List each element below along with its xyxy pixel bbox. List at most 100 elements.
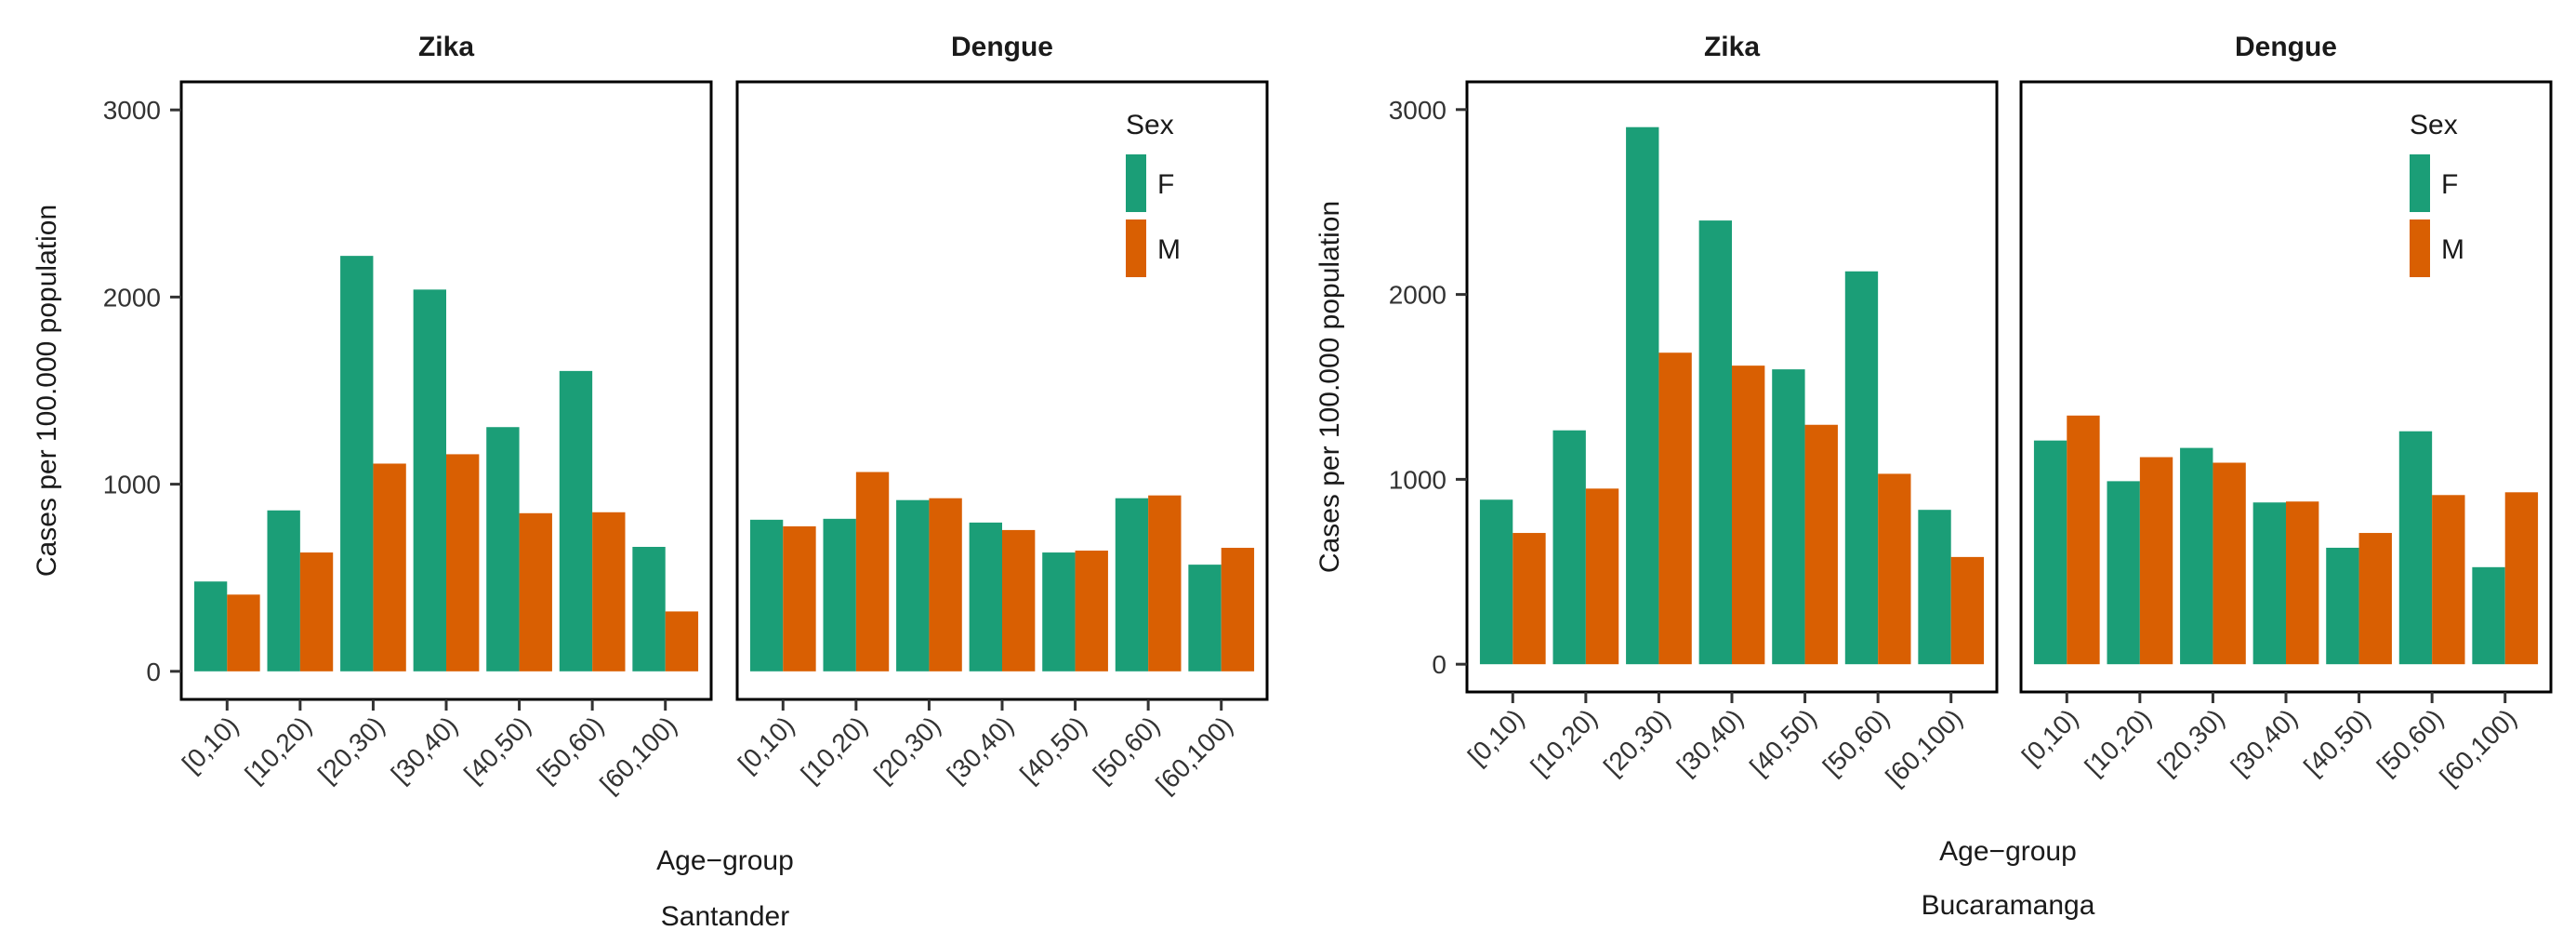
y-tick-label: 3000 xyxy=(103,96,161,125)
legend-label: M xyxy=(1157,234,1181,265)
bar-m xyxy=(1075,551,1108,671)
bar-m xyxy=(2213,462,2246,665)
legend-label: M xyxy=(2441,234,2464,265)
legend-key-f xyxy=(1126,154,1146,212)
bar-m xyxy=(1221,548,1255,671)
y-axis-title: Cases per 100.000 population xyxy=(32,205,62,577)
x-tick-label: [60,100) xyxy=(1150,711,1238,799)
legend-key-m xyxy=(1126,219,1146,277)
bar-m xyxy=(2432,495,2465,665)
bar-f xyxy=(559,370,593,671)
bar-m xyxy=(2067,415,2100,665)
legend-title: Sex xyxy=(2410,110,2458,140)
bar-m xyxy=(373,463,406,671)
region-title: Santander xyxy=(661,901,789,932)
panel-zika: Zika 0 1000 2000 3000 [0,10)[10,20)[20,30)[30… xyxy=(103,32,713,799)
x-tick-label: [20,30) xyxy=(868,711,946,789)
legend: Sex F M xyxy=(1126,110,1181,277)
bar-f xyxy=(1479,499,1513,665)
bar-m xyxy=(1878,473,1911,665)
bar-m xyxy=(783,525,816,671)
y-tick-label: 2000 xyxy=(103,283,161,312)
x-tick-label: [60,100) xyxy=(2434,703,2522,791)
bar-m xyxy=(446,454,480,671)
bar-f xyxy=(2252,502,2286,665)
legend-key-f xyxy=(2410,154,2430,212)
bar-m xyxy=(1148,495,1182,671)
x-tick-label: [10,20) xyxy=(240,711,318,789)
bar-f xyxy=(896,499,930,671)
bar-m xyxy=(519,512,552,671)
bar-f xyxy=(632,547,666,671)
legend-key-m xyxy=(2410,219,2430,277)
y-axis-title: Cases per 100.000 population xyxy=(1314,201,1345,573)
bar-f xyxy=(2472,566,2505,665)
x-tick-label: [0,10) xyxy=(733,711,800,778)
x-tick-label: [10,20) xyxy=(2080,703,2158,781)
bar-m xyxy=(299,552,334,671)
panel-title: Dengue xyxy=(951,32,1053,62)
bar-f xyxy=(267,510,300,671)
bar-f xyxy=(413,289,446,671)
x-tick-label: [10,20) xyxy=(1526,703,1604,781)
y-tick-label: 2000 xyxy=(1389,281,1447,310)
y-tick-label: 1000 xyxy=(103,471,161,499)
legend: Sex F M xyxy=(2410,110,2464,277)
x-tick-label: [40,50) xyxy=(2298,703,2376,781)
bar-m xyxy=(2358,533,2392,665)
bar-f xyxy=(1188,565,1222,671)
x-axis-title: Age−group xyxy=(1939,836,2077,867)
bar-m xyxy=(2139,457,2173,665)
x-tick-label: [60,100) xyxy=(594,711,682,799)
chart-bucaramanga: Cases per 100.000 population Age−group Buc… xyxy=(1314,32,2553,921)
legend-label: F xyxy=(1157,169,1174,200)
bar-f xyxy=(1115,498,1149,671)
chart-santander: Cases per 100.000 population Age−group San… xyxy=(32,32,1269,932)
bar-f xyxy=(340,256,374,671)
bar-f xyxy=(749,519,784,671)
y-tick-label: 0 xyxy=(1432,650,1447,679)
x-axis-title: Age−group xyxy=(656,845,794,876)
bar-m xyxy=(929,498,962,671)
x-tick-label: [30,40) xyxy=(2226,703,2304,781)
bar-f xyxy=(1626,126,1659,665)
bar-m xyxy=(1732,366,1765,665)
bar-f xyxy=(1552,430,1586,665)
x-tick-label: [0,10) xyxy=(1462,703,1530,771)
bar-m xyxy=(2504,492,2539,665)
bar-m xyxy=(1658,352,1692,665)
x-tick-label: [60,100) xyxy=(1880,703,1968,791)
x-tick-label: [0,10) xyxy=(2016,703,2084,771)
x-tick-label: [10,20) xyxy=(796,711,874,789)
x-tick-label: [30,40) xyxy=(1671,703,1750,781)
region-title: Bucaramanga xyxy=(1922,890,2095,921)
panel-dengue: Dengue [0,10)[10,20)[20,30)[30,40)[40,50)… xyxy=(733,32,1269,799)
x-tick-label: [20,30) xyxy=(2152,703,2230,781)
x-tick-label: [40,50) xyxy=(1744,703,1822,781)
bar-f xyxy=(2107,481,2140,665)
x-tick-label: [0,10) xyxy=(177,711,244,778)
bar-f xyxy=(1918,510,1951,665)
legend-title: Sex xyxy=(1126,110,1174,140)
bar-m xyxy=(855,472,890,671)
bar-m xyxy=(592,512,626,671)
panel-title: Zika xyxy=(1704,32,1760,62)
bar-f xyxy=(193,581,228,671)
bar-m xyxy=(227,594,260,671)
bar-m xyxy=(1950,556,1985,665)
panel-zika: Zika 0 1000 2000 3000 [0,10)[10,20)[20,30)[30… xyxy=(1389,32,1999,791)
panel-title: Zika xyxy=(418,32,474,62)
bar-f xyxy=(969,522,1002,671)
legend-label: F xyxy=(2441,169,2458,200)
bar-f xyxy=(2033,440,2067,665)
x-tick-label: [40,50) xyxy=(1014,711,1092,789)
bar-f xyxy=(2398,431,2433,665)
bar-f xyxy=(486,427,520,671)
x-tick-label: [20,30) xyxy=(312,711,390,789)
bar-m xyxy=(1585,488,1619,665)
bar-m xyxy=(2286,501,2319,665)
bar-f xyxy=(2180,447,2213,665)
panel-title: Dengue xyxy=(2235,32,2337,62)
bar-m xyxy=(1513,533,1546,665)
